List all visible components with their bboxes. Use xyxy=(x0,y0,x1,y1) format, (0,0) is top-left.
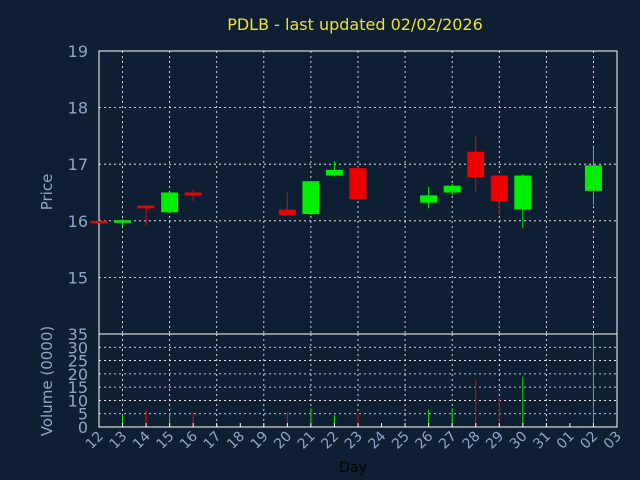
volume-axis-label: Volume (0000) xyxy=(38,326,56,436)
volume-tick-label: 15 xyxy=(68,378,88,397)
candle xyxy=(90,220,108,224)
price-panel: 15 16 17 18 19 xyxy=(68,42,618,335)
candle-body xyxy=(161,192,179,213)
candle-body xyxy=(114,220,132,223)
candle xyxy=(302,181,320,216)
candle-body xyxy=(184,192,202,196)
candle-body xyxy=(278,209,296,216)
volume-tick-label: 25 xyxy=(68,352,88,371)
volume-tick-label: 0 xyxy=(78,418,88,437)
candle-body xyxy=(584,165,602,191)
candle-body xyxy=(302,181,320,215)
candle xyxy=(114,219,132,227)
candles xyxy=(90,135,602,228)
candle-body xyxy=(137,205,155,209)
candle xyxy=(184,189,202,201)
price-tick-label: 18 xyxy=(68,99,88,118)
candle-body xyxy=(443,185,461,193)
candle xyxy=(514,174,532,228)
candle-body xyxy=(90,220,108,224)
candle-body xyxy=(467,151,485,178)
price-grid xyxy=(99,51,617,334)
candle xyxy=(161,192,179,213)
volume-tick-label: 30 xyxy=(68,338,88,357)
price-tick-label: 15 xyxy=(68,268,88,287)
candle xyxy=(490,175,508,216)
candle-body xyxy=(514,175,532,210)
candle-body xyxy=(349,168,367,200)
volume-tick-label: 10 xyxy=(68,391,88,410)
candle xyxy=(325,161,343,177)
volume-tick-label: 35 xyxy=(68,325,88,344)
price-tick-label: 16 xyxy=(68,212,88,231)
candle-body xyxy=(420,195,438,203)
candle xyxy=(137,205,155,226)
candle xyxy=(584,147,602,205)
candle xyxy=(349,167,367,200)
x-axis-label: Day xyxy=(339,460,367,476)
volume-tick-label: 20 xyxy=(68,365,88,384)
candle-body xyxy=(490,175,508,201)
y-axis-label: Price xyxy=(38,174,56,211)
candle xyxy=(443,184,461,196)
candle xyxy=(467,135,485,193)
price-y-ticks: 15 16 17 18 19 xyxy=(68,42,88,287)
candle-body xyxy=(325,169,343,176)
chart-title: PDLB - last updated 02/02/2026 xyxy=(227,15,483,34)
price-tick-label: 17 xyxy=(68,155,88,174)
candle xyxy=(420,186,438,209)
candle xyxy=(278,192,296,216)
volume-tick-label: 5 xyxy=(78,405,88,424)
price-tick-label: 19 xyxy=(68,42,88,61)
